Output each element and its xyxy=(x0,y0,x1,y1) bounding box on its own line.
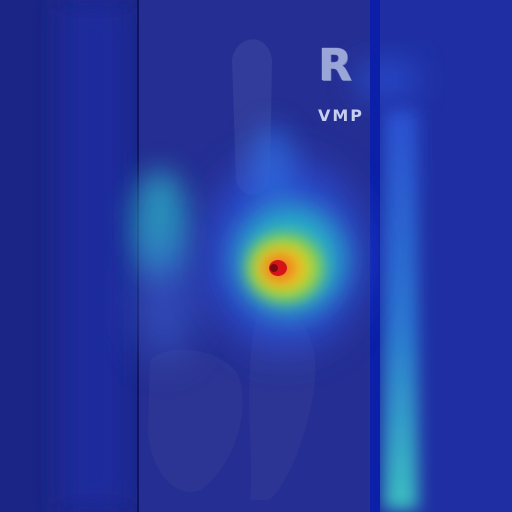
view-code-label: VMP xyxy=(318,106,365,125)
bone-silhouettes xyxy=(148,39,316,500)
heat-center xyxy=(270,264,278,272)
stripe-top-glow xyxy=(356,60,416,100)
side-marker-label: R xyxy=(318,40,353,91)
right-stripe xyxy=(384,110,418,510)
left-glow xyxy=(60,0,130,512)
heat-upper-tail xyxy=(250,125,294,205)
left-lower-glow xyxy=(135,240,195,360)
stripe-dark-band xyxy=(370,0,380,512)
